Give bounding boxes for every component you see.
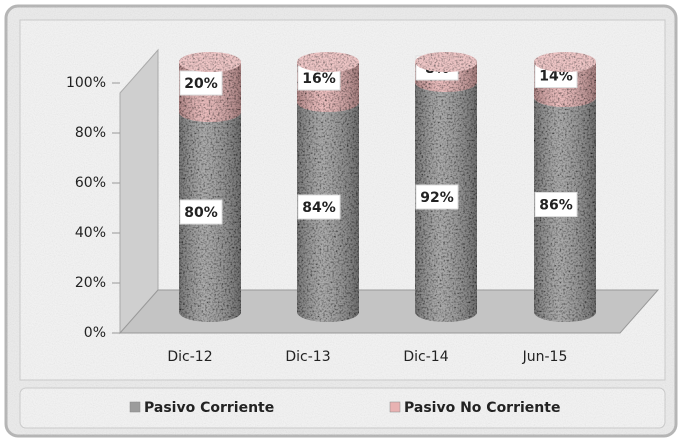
cylinder-cap (179, 52, 241, 72)
cylinder-cap (415, 52, 477, 72)
value-label-box (179, 70, 223, 96)
legend-swatch (129, 401, 141, 413)
cylinder-cap-light (534, 52, 596, 72)
x-tick-label: Dic-14 (403, 349, 448, 365)
cylinder-cap (297, 52, 359, 72)
cylinder-cap-light (297, 52, 359, 72)
y-tick-label: 0% (84, 325, 106, 341)
cylinder-cap (534, 52, 596, 72)
cylinder-cap-light (415, 52, 477, 72)
y-tick-label: 20% (75, 275, 106, 291)
value-label: 80% (184, 205, 218, 221)
y-tick-label: 80% (75, 125, 106, 141)
y-tick-label: 60% (75, 175, 106, 191)
back-wall (119, 48, 159, 335)
floor (118, 289, 660, 334)
x-tick-label: Dic-12 (167, 349, 212, 365)
y-tick-label: 40% (75, 225, 106, 241)
y-tick-label: 100% (66, 75, 106, 91)
value-label: 20% (184, 76, 218, 92)
value-label-box (415, 184, 459, 210)
value-label: 14% (539, 69, 573, 85)
x-tick-label: Jun-15 (522, 349, 568, 365)
value-label: 92% (420, 190, 454, 206)
value-label-box (179, 199, 223, 225)
legend-label: Pasivo No Corriente (404, 400, 560, 416)
legend-swatch (389, 401, 401, 413)
legend-label: Pasivo Corriente (144, 400, 274, 416)
value-label: 86% (539, 198, 573, 214)
x-tick-label: Dic-13 (285, 349, 330, 365)
value-label-box (534, 192, 578, 217)
cylinder-cap-light (179, 52, 241, 72)
value-label-box (297, 194, 341, 220)
value-label: 16% (302, 71, 336, 87)
value-label: 84% (302, 200, 336, 216)
